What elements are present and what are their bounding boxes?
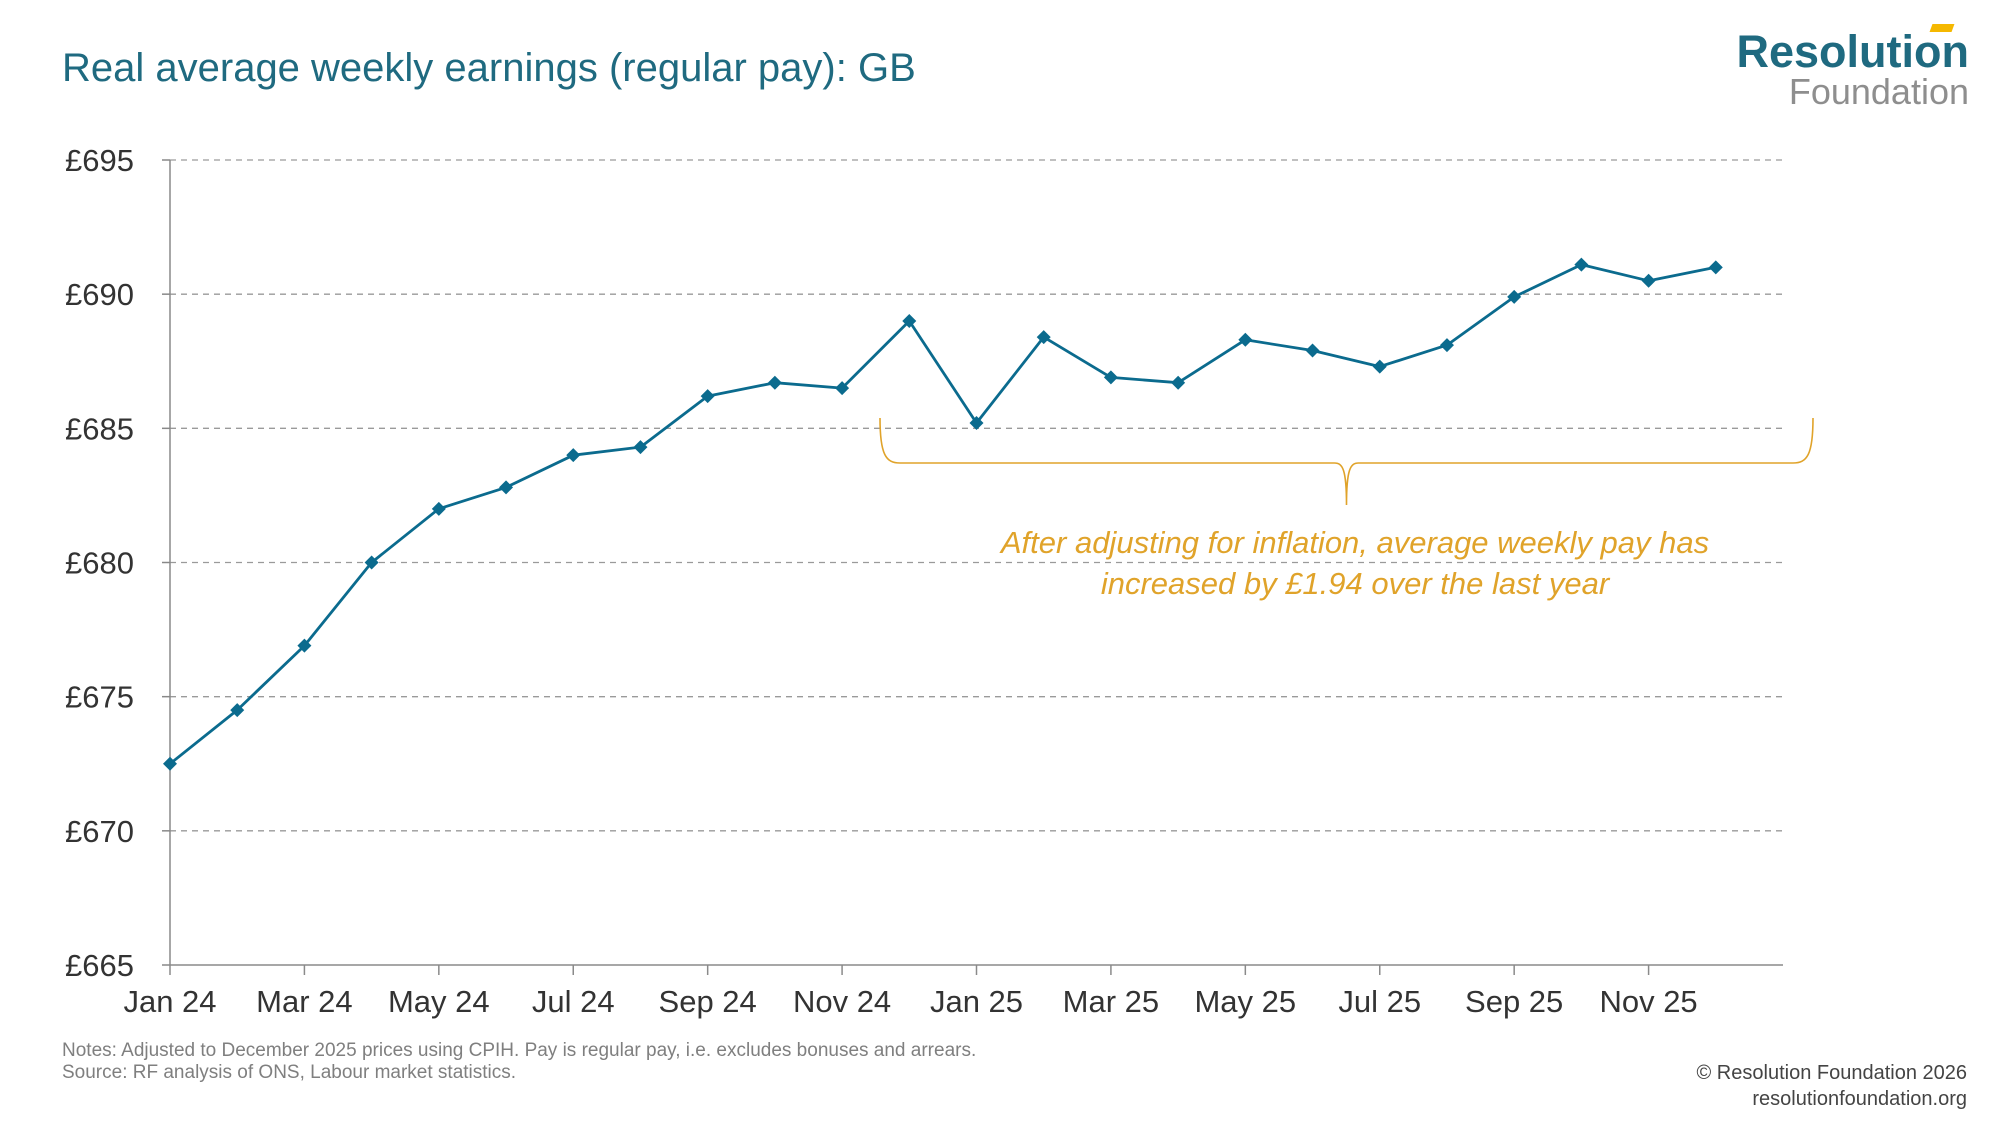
data-point	[902, 314, 917, 328]
y-tick-label: £680	[65, 546, 134, 581]
x-tick-label: Jan 24	[123, 984, 216, 1019]
data-point	[364, 555, 379, 570]
data-point	[230, 703, 245, 718]
series-points	[163, 257, 1723, 771]
annotation-line-2: increased by £1.94 over the last year	[1101, 566, 1611, 601]
logo-line-foundation: Foundation	[1788, 71, 1969, 112]
copyright-block: © Resolution Foundation 2026 resolutionf…	[1697, 1060, 1967, 1112]
x-tick-label: Sep 24	[659, 984, 757, 1019]
x-tick-label: Nov 25	[1599, 984, 1697, 1019]
data-point	[700, 389, 715, 404]
y-tick-label: £665	[65, 948, 134, 983]
data-point	[297, 638, 312, 653]
x-tick-label: Sep 25	[1465, 984, 1563, 1019]
x-tick-label: May 25	[1194, 984, 1296, 1019]
y-axis-ticks: £665 £670 £675 £680 £685 £690 £695	[65, 143, 170, 983]
x-tick-label: Nov 24	[793, 984, 891, 1019]
curly-brace	[879, 417, 1814, 506]
resolution-foundation-logo: Resolution Foundation	[1737, 24, 1969, 112]
logo-line-resolution: Resolution	[1737, 24, 1969, 74]
y-tick-label: £695	[65, 143, 134, 178]
data-point	[431, 501, 446, 516]
x-tick-label: Mar 24	[256, 984, 352, 1019]
data-point	[1171, 375, 1186, 390]
data-point	[1574, 257, 1589, 272]
x-tick-label: Jul 25	[1338, 984, 1421, 1019]
data-point	[1641, 273, 1656, 288]
data-point	[1238, 332, 1253, 347]
data-point	[1439, 338, 1454, 353]
annotation: After adjusting for inflation, average w…	[999, 525, 1709, 601]
y-tick-label: £690	[65, 277, 134, 312]
data-point	[633, 440, 648, 455]
x-tick-label: Jan 25	[930, 984, 1023, 1019]
data-point	[1036, 330, 1051, 345]
x-axis-ticks: Jan 24 Mar 24 May 24 Jul 24 Sep 24 Nov 24 Jan …	[123, 965, 1698, 1019]
x-tick-label: May 24	[388, 984, 490, 1019]
data-point	[499, 480, 514, 495]
data-point	[163, 756, 177, 771]
series-line	[169, 263, 1717, 765]
chart-notes: Notes: Adjusted to December 2025 prices …	[62, 1040, 976, 1084]
gridlines	[170, 159, 1783, 832]
data-point	[1507, 289, 1522, 304]
chart-title: Real average weekly earnings (regular pa…	[62, 46, 916, 90]
data-point	[969, 415, 984, 430]
copyright-text: © Resolution Foundation 2026	[1696, 1062, 1967, 1084]
x-tick-label: Jul 24	[532, 984, 615, 1019]
source-text: Source: RF analysis of ONS, Labour marke…	[62, 1062, 517, 1083]
logo-text-resolution: Resolution	[1736, 26, 1970, 77]
data-point	[1708, 260, 1723, 275]
data-point	[835, 381, 850, 396]
y-tick-label: £685	[65, 411, 134, 446]
data-point	[566, 448, 581, 463]
data-point	[1103, 370, 1118, 385]
website-text: resolutionfoundation.org	[1752, 1088, 1967, 1110]
data-point	[1305, 343, 1320, 358]
annotation-line-1: After adjusting for inflation, average w…	[999, 525, 1709, 560]
data-point	[767, 375, 782, 390]
data-point	[1372, 359, 1387, 374]
annotation-brace	[879, 417, 1814, 506]
y-tick-label: £675	[65, 680, 134, 715]
y-tick-label: £670	[65, 814, 134, 849]
earnings-line	[169, 263, 1717, 765]
x-tick-label: Mar 25	[1063, 984, 1159, 1019]
notes-text: Notes: Adjusted to December 2025 prices …	[62, 1040, 977, 1061]
